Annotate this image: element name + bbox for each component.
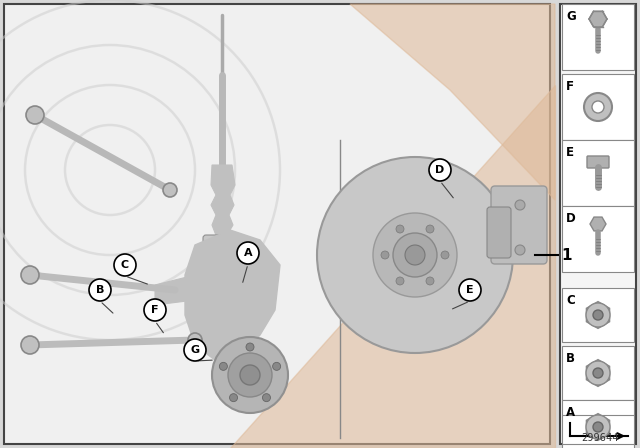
Circle shape bbox=[21, 336, 39, 354]
Circle shape bbox=[89, 279, 111, 301]
Text: B: B bbox=[96, 285, 104, 295]
Circle shape bbox=[586, 415, 610, 439]
Circle shape bbox=[26, 106, 44, 124]
Circle shape bbox=[246, 343, 254, 351]
Circle shape bbox=[592, 101, 604, 113]
Polygon shape bbox=[587, 302, 609, 328]
Text: C: C bbox=[121, 260, 129, 270]
Circle shape bbox=[21, 266, 39, 284]
Circle shape bbox=[230, 394, 237, 402]
Circle shape bbox=[237, 242, 259, 264]
FancyBboxPatch shape bbox=[487, 207, 511, 258]
Text: G: G bbox=[191, 345, 200, 355]
Circle shape bbox=[381, 251, 389, 259]
Polygon shape bbox=[211, 165, 235, 238]
Circle shape bbox=[262, 394, 271, 402]
FancyBboxPatch shape bbox=[203, 235, 239, 321]
Circle shape bbox=[426, 277, 434, 285]
Polygon shape bbox=[155, 275, 195, 305]
Circle shape bbox=[184, 339, 206, 361]
Circle shape bbox=[396, 225, 404, 233]
Text: D: D bbox=[435, 165, 445, 175]
Circle shape bbox=[273, 362, 280, 370]
Bar bbox=[562, 400, 634, 448]
Circle shape bbox=[426, 225, 434, 233]
Text: B: B bbox=[566, 352, 575, 365]
Bar bbox=[562, 288, 634, 342]
Circle shape bbox=[228, 353, 272, 397]
Text: 299644: 299644 bbox=[581, 433, 619, 443]
Circle shape bbox=[163, 183, 177, 197]
Text: D: D bbox=[566, 212, 576, 225]
Text: C: C bbox=[566, 294, 575, 307]
Bar bbox=[562, 415, 634, 444]
Circle shape bbox=[220, 362, 227, 370]
Text: F: F bbox=[566, 80, 574, 93]
Bar bbox=[562, 74, 634, 140]
FancyBboxPatch shape bbox=[587, 156, 609, 168]
Text: E: E bbox=[566, 146, 574, 159]
Polygon shape bbox=[230, 85, 555, 448]
Circle shape bbox=[393, 233, 437, 277]
Circle shape bbox=[441, 251, 449, 259]
Polygon shape bbox=[185, 230, 280, 360]
Polygon shape bbox=[587, 360, 609, 386]
Circle shape bbox=[144, 299, 166, 321]
Text: A: A bbox=[244, 248, 252, 258]
Circle shape bbox=[515, 245, 525, 255]
Polygon shape bbox=[587, 414, 609, 440]
Circle shape bbox=[317, 157, 513, 353]
Circle shape bbox=[515, 200, 525, 210]
Circle shape bbox=[240, 365, 260, 385]
Bar bbox=[562, 346, 634, 400]
Bar bbox=[562, 206, 634, 272]
Circle shape bbox=[212, 337, 288, 413]
Circle shape bbox=[405, 245, 425, 265]
Circle shape bbox=[373, 213, 457, 297]
Circle shape bbox=[584, 93, 612, 121]
Bar bbox=[4, 4, 550, 444]
Circle shape bbox=[429, 159, 451, 181]
Text: G: G bbox=[566, 10, 576, 23]
Circle shape bbox=[114, 254, 136, 276]
Bar bbox=[560, 4, 636, 444]
Polygon shape bbox=[350, 4, 555, 200]
Text: 1: 1 bbox=[561, 247, 572, 263]
Circle shape bbox=[593, 422, 603, 432]
Bar bbox=[562, 4, 634, 70]
Circle shape bbox=[586, 361, 610, 385]
Circle shape bbox=[593, 310, 603, 320]
Text: A: A bbox=[566, 406, 575, 419]
Circle shape bbox=[586, 303, 610, 327]
Text: F: F bbox=[151, 305, 159, 315]
Circle shape bbox=[593, 368, 603, 378]
Polygon shape bbox=[590, 217, 606, 231]
Circle shape bbox=[396, 277, 404, 285]
FancyBboxPatch shape bbox=[491, 186, 547, 264]
Circle shape bbox=[188, 333, 202, 347]
Polygon shape bbox=[589, 11, 607, 27]
Text: E: E bbox=[466, 285, 474, 295]
Circle shape bbox=[459, 279, 481, 301]
Bar bbox=[562, 140, 634, 206]
